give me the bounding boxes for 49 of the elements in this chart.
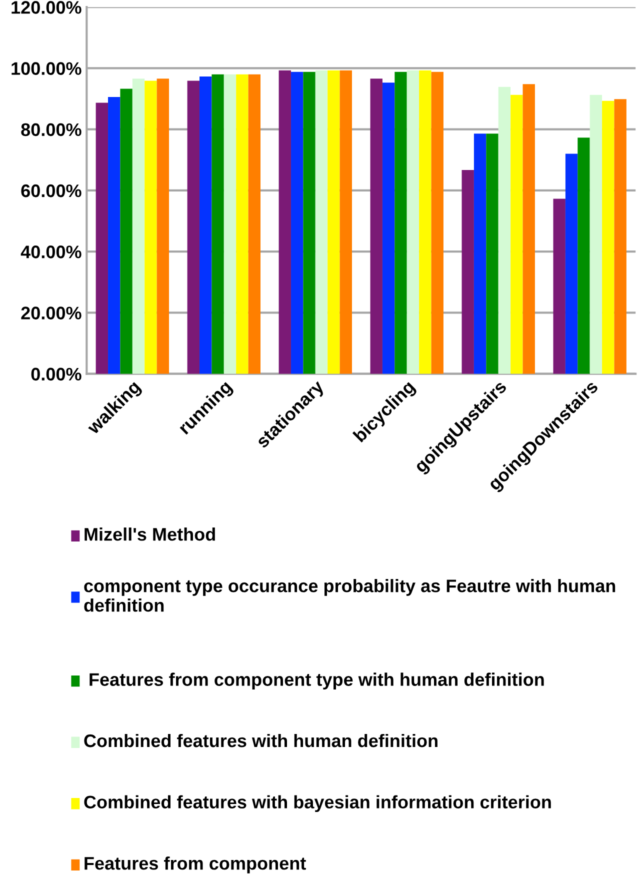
bar: [370, 78, 382, 374]
bar: [406, 70, 420, 374]
bar: [156, 78, 170, 374]
bar: [462, 170, 474, 374]
legend-label: Features from component type with human definition: [90, 672, 544, 690]
bar: [522, 84, 535, 374]
bar: [236, 74, 248, 374]
bar: [315, 70, 328, 374]
bar: [303, 72, 316, 374]
bar: [382, 82, 395, 374]
y-tick-label: 40.00%: [20, 246, 82, 258]
bar: [278, 70, 291, 374]
bar: [565, 154, 578, 374]
y-tick-label: 60.00%: [21, 184, 82, 198]
bar: [510, 94, 523, 374]
bar: [431, 72, 444, 374]
bar: [578, 138, 590, 374]
bar: [248, 74, 260, 374]
y-tick-label: 120.00%: [12, 1, 82, 14]
y-tick-label: 0.00%: [31, 368, 82, 381]
bar: [96, 102, 108, 374]
bar: [553, 198, 566, 374]
bar: [498, 86, 511, 374]
bar: [187, 80, 200, 374]
bar: [419, 70, 432, 374]
bar: [486, 134, 498, 374]
bar: [602, 100, 614, 374]
bar: [212, 74, 224, 374]
bar: [290, 72, 304, 374]
bar: [224, 74, 236, 374]
bar: [394, 72, 407, 374]
y-tick-label: 80.00%: [21, 123, 82, 136]
bar: [590, 94, 602, 374]
bar: [144, 80, 157, 374]
bar: [200, 76, 212, 374]
y-tick-label: 20.00%: [21, 306, 82, 320]
bar: [108, 96, 120, 374]
bar: [132, 78, 145, 374]
legend-label: Combined features with bayesian information criterion: [84, 795, 551, 812]
bar: [474, 134, 486, 374]
bar: [614, 99, 626, 374]
bar: [340, 70, 352, 374]
legend-label: Combined features with human definition: [84, 734, 438, 748]
bar: [120, 88, 132, 374]
legend-label: Features from component: [84, 856, 306, 874]
y-tick-label: 100.00%: [12, 62, 82, 75]
legend-label: Mizell's Method: [84, 527, 215, 541]
bar: [328, 70, 340, 374]
legend-label: component type occurance probability as Feautre with human definition: [84, 579, 616, 612]
